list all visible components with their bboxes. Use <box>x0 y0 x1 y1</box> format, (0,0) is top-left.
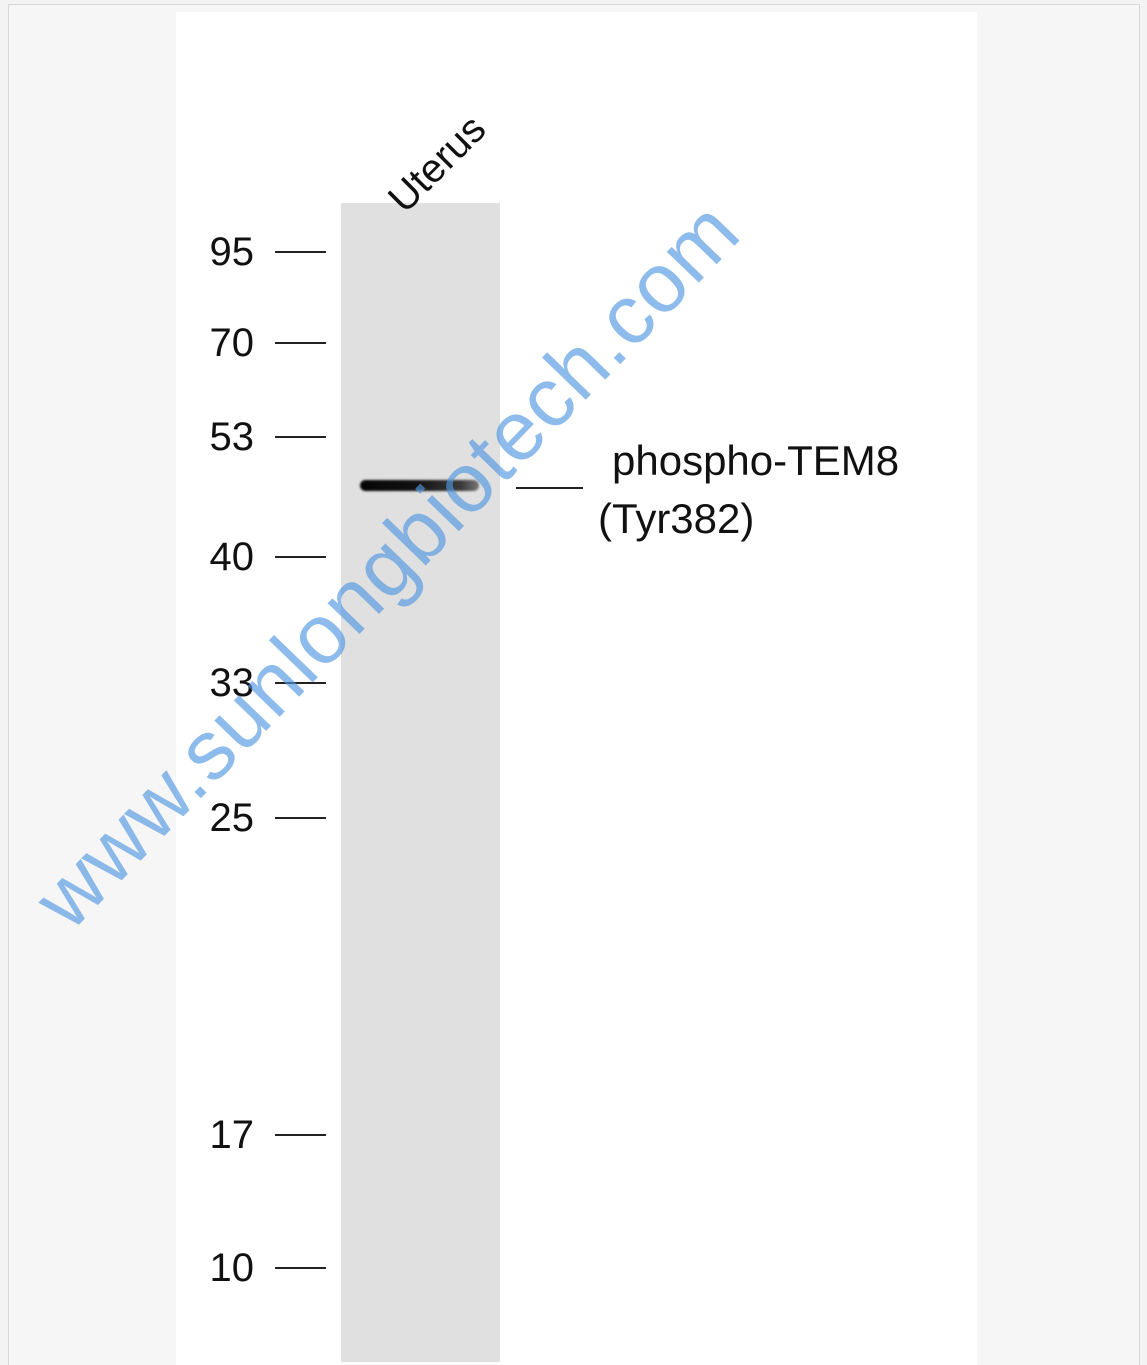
marker-tick <box>275 817 326 819</box>
lane <box>341 203 500 1362</box>
marker-label: 95 <box>150 232 254 272</box>
marker-label: 17 <box>150 1115 254 1155</box>
band-label: phospho-TEM8 <box>612 439 899 483</box>
marker-label: 10 <box>150 1248 254 1288</box>
band-label: (Tyr382) <box>598 497 754 541</box>
marker-tick <box>275 436 326 438</box>
marker-tick <box>275 556 326 558</box>
marker-tick <box>275 1267 326 1269</box>
marker-label: 53 <box>150 417 254 457</box>
page: {"lane_label": "Uterus", "markers": ["95… <box>0 0 1147 1365</box>
marker-tick <box>275 342 326 344</box>
marker-label: 40 <box>150 537 254 577</box>
marker-label: 70 <box>150 323 254 363</box>
marker-tick <box>275 251 326 253</box>
marker-tick <box>275 1134 326 1136</box>
